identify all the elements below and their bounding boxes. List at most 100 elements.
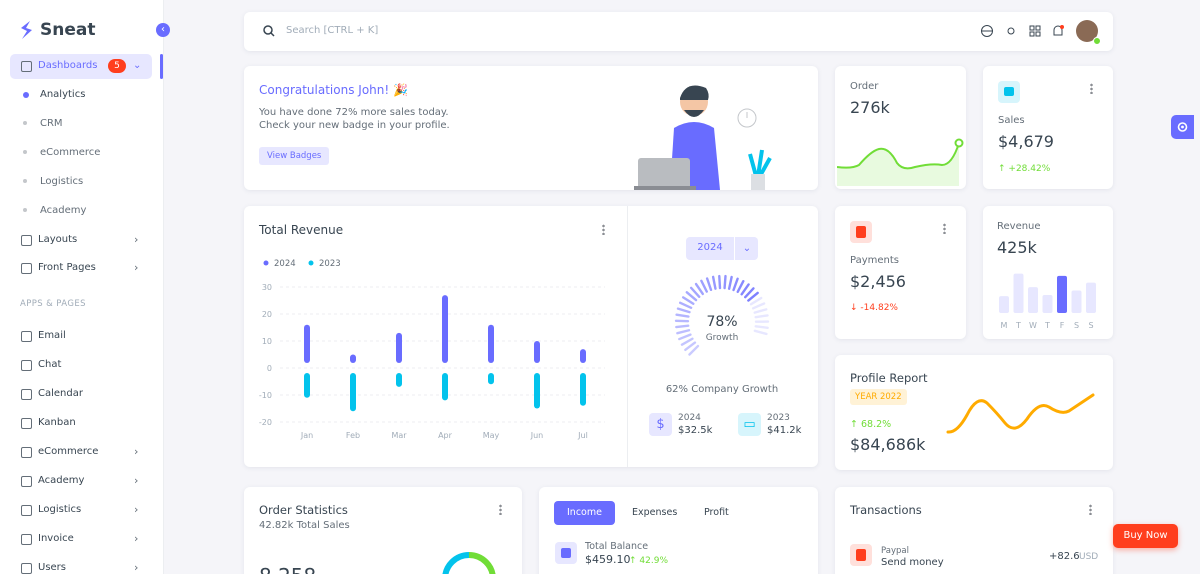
legend-dot (263, 260, 269, 266)
profile-line (946, 393, 1095, 434)
transactions-card: Transactions Paypal Send money +82.6 USD (835, 487, 1113, 574)
menu-icon (21, 235, 32, 246)
bar (350, 373, 356, 412)
gauge-tick (676, 329, 691, 335)
menu-dots[interactable] (1090, 83, 1093, 94)
menu-item[interactable]: Email (38, 330, 66, 341)
bullet (23, 150, 27, 154)
y-tick-label: 20 (262, 310, 272, 319)
brand: Sneat (40, 20, 96, 40)
caret: › (134, 474, 139, 487)
menu-dots[interactable] (499, 504, 502, 515)
bar (1057, 275, 1067, 313)
bullet (23, 92, 29, 98)
tab[interactable]: Expenses (632, 507, 678, 518)
bar (304, 324, 310, 363)
menu-item[interactable]: Academy (40, 205, 87, 216)
menu-icon (21, 476, 32, 487)
menu-item[interactable]: Chat (38, 359, 62, 370)
year-label[interactable]: 2024 (697, 242, 723, 253)
search-input[interactable]: Search [CTRL + K] (286, 25, 379, 36)
menu-item[interactable]: Kanban (38, 417, 76, 428)
menu-item[interactable]: Front Pages (38, 262, 96, 273)
caret: › (134, 261, 139, 274)
gauge-tick (718, 274, 722, 290)
section-header: APPS & PAGES (20, 299, 86, 309)
avatar[interactable] (1076, 20, 1098, 42)
change: ↑ 68.2% (850, 419, 892, 430)
menu-item[interactable]: Analytics (40, 89, 86, 100)
menu-item[interactable]: Invoice (38, 533, 74, 544)
menu-item[interactable]: eCommerce (40, 147, 101, 158)
y-tick-label: -10 (259, 391, 272, 400)
bar (442, 373, 448, 401)
logo (21, 21, 32, 39)
donut (442, 552, 496, 574)
menu-icon (21, 563, 32, 574)
buy-now-button[interactable]: Buy Now (1113, 524, 1178, 548)
text: You have done 72% more sales today. (259, 107, 449, 118)
active-menu[interactable] (10, 54, 152, 79)
sidebar: Sneat Dashboards 5 APPS & PAGES ⌄ Analyti… (0, 0, 164, 574)
menu-item[interactable]: Logistics (38, 504, 82, 515)
gauge-tick (732, 277, 739, 292)
x-tick-label: Jan (300, 431, 313, 440)
settings-button[interactable] (1171, 115, 1194, 139)
button[interactable]: View Badges (259, 147, 330, 165)
bullet (23, 179, 27, 183)
gauge-tick (740, 283, 750, 296)
menu-item[interactable]: CRM (40, 118, 63, 129)
gauge-tick (694, 282, 705, 296)
bar (999, 296, 1009, 313)
bar (1042, 295, 1053, 313)
menu-item[interactable]: Users (38, 562, 67, 573)
dropdown-caret[interactable]: ⌄ (734, 237, 759, 260)
stat-year: 2024 (678, 413, 701, 423)
x-tick-label: Apr (438, 431, 453, 440)
sales-card: Sales $4,679 ↑ +28.42% (983, 66, 1113, 189)
navbar: Search [CTRL + K] (244, 12, 1113, 51)
legend-label: 2024 (274, 259, 296, 269)
menu-dots[interactable] (602, 224, 605, 235)
stat-value: $41.2k (767, 425, 802, 436)
payments-card: Payments $2,456 ↓ -14.82% (835, 206, 966, 339)
menu-item[interactable]: eCommerce (38, 446, 99, 457)
menu-item[interactable]: Layouts (38, 234, 78, 245)
collapse-button[interactable]: ‹ (156, 23, 170, 37)
bar (488, 324, 494, 363)
gauge-tick (749, 296, 763, 306)
tab[interactable]: Profit (704, 507, 729, 518)
tx-icon (850, 544, 872, 566)
menu-dots[interactable] (1089, 504, 1092, 515)
gauge-tick (711, 275, 717, 290)
y-tick-label: 0 (267, 364, 272, 373)
nav-icons (981, 25, 1064, 37)
card-title: Total Revenue (259, 223, 344, 237)
tx-amount: +82.6 (1049, 551, 1080, 562)
menu-item[interactable]: Logistics (40, 176, 84, 187)
caret: › (134, 445, 139, 458)
menu-icon (21, 389, 32, 400)
income-card: Total Balance $459.10 ↑ 42.9% Income Expe… (539, 487, 818, 574)
caret: › (134, 561, 139, 574)
badge: 5 (108, 59, 126, 73)
year-dropdown[interactable] (686, 237, 758, 260)
gauge-tick (676, 307, 691, 314)
caret: › (134, 532, 139, 545)
x-tick-label: Feb (346, 431, 360, 440)
growth-gauge: 78% Growth (674, 274, 770, 356)
gauge-tick (700, 279, 708, 293)
menu-item[interactable]: Calendar (38, 388, 83, 399)
legend-label: 2023 (319, 259, 341, 269)
revenue-chart: -20 -10 0 10 20 30 2024 2023 Jan Feb Mar Apr May Jun J… (259, 259, 605, 440)
tab[interactable]: Income (554, 501, 615, 525)
menu-dots[interactable] (943, 223, 946, 234)
card-title: Profile Report (850, 371, 928, 385)
x-tick-label: Jul (577, 431, 588, 440)
value: $2,456 (850, 272, 906, 291)
change: ↓ -14.82% (850, 303, 898, 313)
menu-item[interactable]: Academy (38, 475, 85, 486)
menu-label[interactable]: Dashboards (38, 60, 98, 71)
